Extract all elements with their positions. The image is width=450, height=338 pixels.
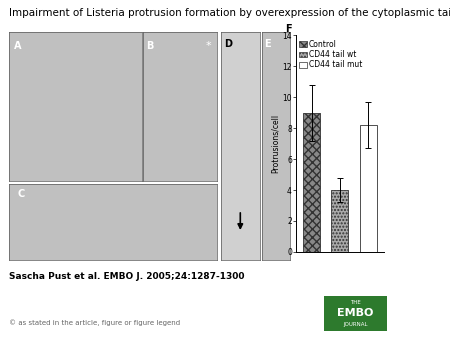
Bar [360, 125, 377, 252]
Text: B: B [146, 41, 153, 51]
Text: © as stated in the article, figure or figure legend: © as stated in the article, figure or fi… [9, 319, 180, 326]
Text: C: C [18, 189, 25, 199]
Text: Sascha Pust et al. EMBO J. 2005;24:1287-1300: Sascha Pust et al. EMBO J. 2005;24:1287-… [9, 272, 244, 281]
Bar [332, 190, 348, 252]
Text: F: F [285, 24, 292, 34]
Text: Impairment of Listeria protrusion formation by overexpression of the cytoplasmic: Impairment of Listeria protrusion format… [9, 8, 450, 19]
Text: A: A [14, 41, 22, 51]
Y-axis label: Protrusions/cell: Protrusions/cell [270, 114, 279, 173]
Text: E: E [264, 39, 271, 49]
Text: D: D [224, 39, 232, 49]
Legend: Control, CD44 tail wt, CD44 tail mut: Control, CD44 tail wt, CD44 tail mut [298, 39, 363, 70]
Bar [303, 113, 320, 252]
Text: JOURNAL: JOURNAL [343, 322, 368, 327]
Text: *: * [206, 41, 211, 51]
Text: THE: THE [350, 300, 361, 305]
Text: EMBO: EMBO [338, 309, 374, 318]
